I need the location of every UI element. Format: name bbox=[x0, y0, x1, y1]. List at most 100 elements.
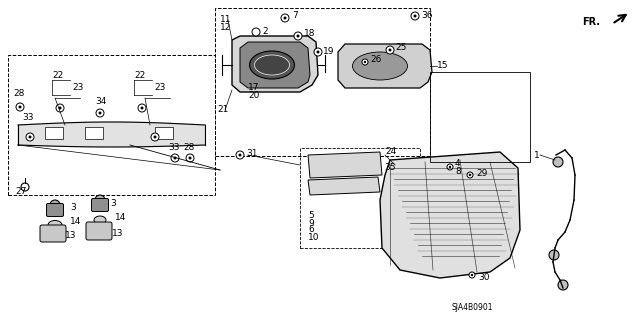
Circle shape bbox=[449, 166, 451, 168]
Text: 3: 3 bbox=[70, 204, 76, 212]
Text: 19: 19 bbox=[323, 48, 335, 56]
Circle shape bbox=[252, 28, 260, 36]
Text: 17: 17 bbox=[248, 84, 259, 93]
Bar bbox=[85, 127, 103, 139]
Circle shape bbox=[56, 104, 64, 112]
Bar bbox=[45, 127, 63, 139]
Circle shape bbox=[284, 17, 287, 19]
Text: 7: 7 bbox=[292, 11, 298, 20]
Circle shape bbox=[173, 157, 177, 160]
Circle shape bbox=[411, 12, 419, 20]
Polygon shape bbox=[308, 152, 382, 178]
Circle shape bbox=[386, 46, 394, 54]
FancyBboxPatch shape bbox=[47, 204, 63, 217]
Circle shape bbox=[294, 32, 302, 40]
Bar bbox=[155, 127, 173, 139]
Circle shape bbox=[314, 48, 322, 56]
Text: 33: 33 bbox=[22, 113, 33, 122]
Text: 22: 22 bbox=[134, 70, 146, 79]
Text: 3: 3 bbox=[110, 198, 116, 207]
Polygon shape bbox=[338, 44, 432, 88]
Circle shape bbox=[16, 103, 24, 111]
Text: 33: 33 bbox=[168, 144, 179, 152]
Circle shape bbox=[138, 104, 146, 112]
Circle shape bbox=[151, 133, 159, 141]
Circle shape bbox=[19, 106, 22, 108]
Text: 20: 20 bbox=[248, 91, 259, 100]
Circle shape bbox=[50, 200, 60, 210]
FancyBboxPatch shape bbox=[40, 225, 66, 242]
Polygon shape bbox=[240, 42, 310, 88]
Circle shape bbox=[447, 164, 453, 170]
Polygon shape bbox=[380, 152, 520, 278]
Circle shape bbox=[29, 136, 31, 138]
Text: SJA4B0901: SJA4B0901 bbox=[452, 303, 493, 313]
Polygon shape bbox=[232, 36, 318, 92]
FancyBboxPatch shape bbox=[92, 198, 109, 211]
Circle shape bbox=[58, 107, 61, 109]
Text: 11: 11 bbox=[220, 16, 232, 25]
Bar bbox=[8, 55, 215, 195]
Text: 31: 31 bbox=[246, 149, 257, 158]
Circle shape bbox=[96, 109, 104, 117]
Text: 30: 30 bbox=[478, 273, 490, 283]
Circle shape bbox=[388, 48, 392, 51]
Text: 26: 26 bbox=[370, 56, 381, 64]
Circle shape bbox=[469, 272, 475, 278]
Bar bbox=[215, 8, 430, 156]
Text: 28: 28 bbox=[183, 144, 195, 152]
Circle shape bbox=[553, 157, 563, 167]
Circle shape bbox=[364, 61, 366, 63]
Polygon shape bbox=[18, 122, 205, 147]
Text: 29: 29 bbox=[476, 168, 488, 177]
Circle shape bbox=[239, 153, 241, 157]
Text: 23: 23 bbox=[154, 83, 165, 92]
Ellipse shape bbox=[250, 51, 294, 79]
Text: 15: 15 bbox=[437, 62, 449, 70]
Ellipse shape bbox=[353, 52, 408, 80]
Text: 23: 23 bbox=[72, 83, 83, 92]
Circle shape bbox=[413, 14, 417, 18]
Text: 35: 35 bbox=[384, 162, 396, 172]
Text: 14: 14 bbox=[70, 218, 81, 226]
Text: 18: 18 bbox=[304, 28, 316, 38]
Text: 8: 8 bbox=[455, 167, 461, 175]
Ellipse shape bbox=[94, 216, 106, 224]
Text: 14: 14 bbox=[115, 213, 126, 222]
Ellipse shape bbox=[255, 55, 289, 75]
Circle shape bbox=[189, 157, 191, 160]
Circle shape bbox=[549, 250, 559, 260]
Text: 34: 34 bbox=[95, 98, 106, 107]
Circle shape bbox=[317, 50, 319, 54]
Bar bbox=[430, 72, 530, 162]
Circle shape bbox=[471, 274, 473, 276]
Text: 27: 27 bbox=[15, 188, 26, 197]
Text: 2: 2 bbox=[262, 27, 268, 36]
Text: 9: 9 bbox=[308, 219, 314, 227]
Text: 12: 12 bbox=[220, 24, 232, 33]
Circle shape bbox=[154, 136, 157, 138]
Text: 5: 5 bbox=[308, 211, 314, 220]
Text: 13: 13 bbox=[112, 228, 124, 238]
Circle shape bbox=[281, 14, 289, 22]
Ellipse shape bbox=[48, 220, 62, 229]
Circle shape bbox=[468, 174, 471, 176]
Circle shape bbox=[362, 59, 368, 65]
Circle shape bbox=[467, 172, 473, 178]
Circle shape bbox=[95, 195, 105, 205]
Circle shape bbox=[296, 34, 300, 38]
Text: 13: 13 bbox=[65, 231, 77, 240]
Circle shape bbox=[171, 154, 179, 162]
Bar bbox=[300, 148, 420, 248]
Text: 1: 1 bbox=[534, 151, 540, 160]
Circle shape bbox=[236, 151, 244, 159]
Text: 22: 22 bbox=[52, 70, 63, 79]
Circle shape bbox=[141, 107, 143, 109]
Text: 25: 25 bbox=[395, 43, 406, 53]
Text: FR.: FR. bbox=[582, 17, 600, 27]
Text: 36: 36 bbox=[421, 11, 433, 19]
FancyBboxPatch shape bbox=[86, 222, 112, 240]
Polygon shape bbox=[308, 177, 380, 195]
Text: 4: 4 bbox=[455, 160, 461, 168]
Text: 6: 6 bbox=[308, 226, 314, 234]
